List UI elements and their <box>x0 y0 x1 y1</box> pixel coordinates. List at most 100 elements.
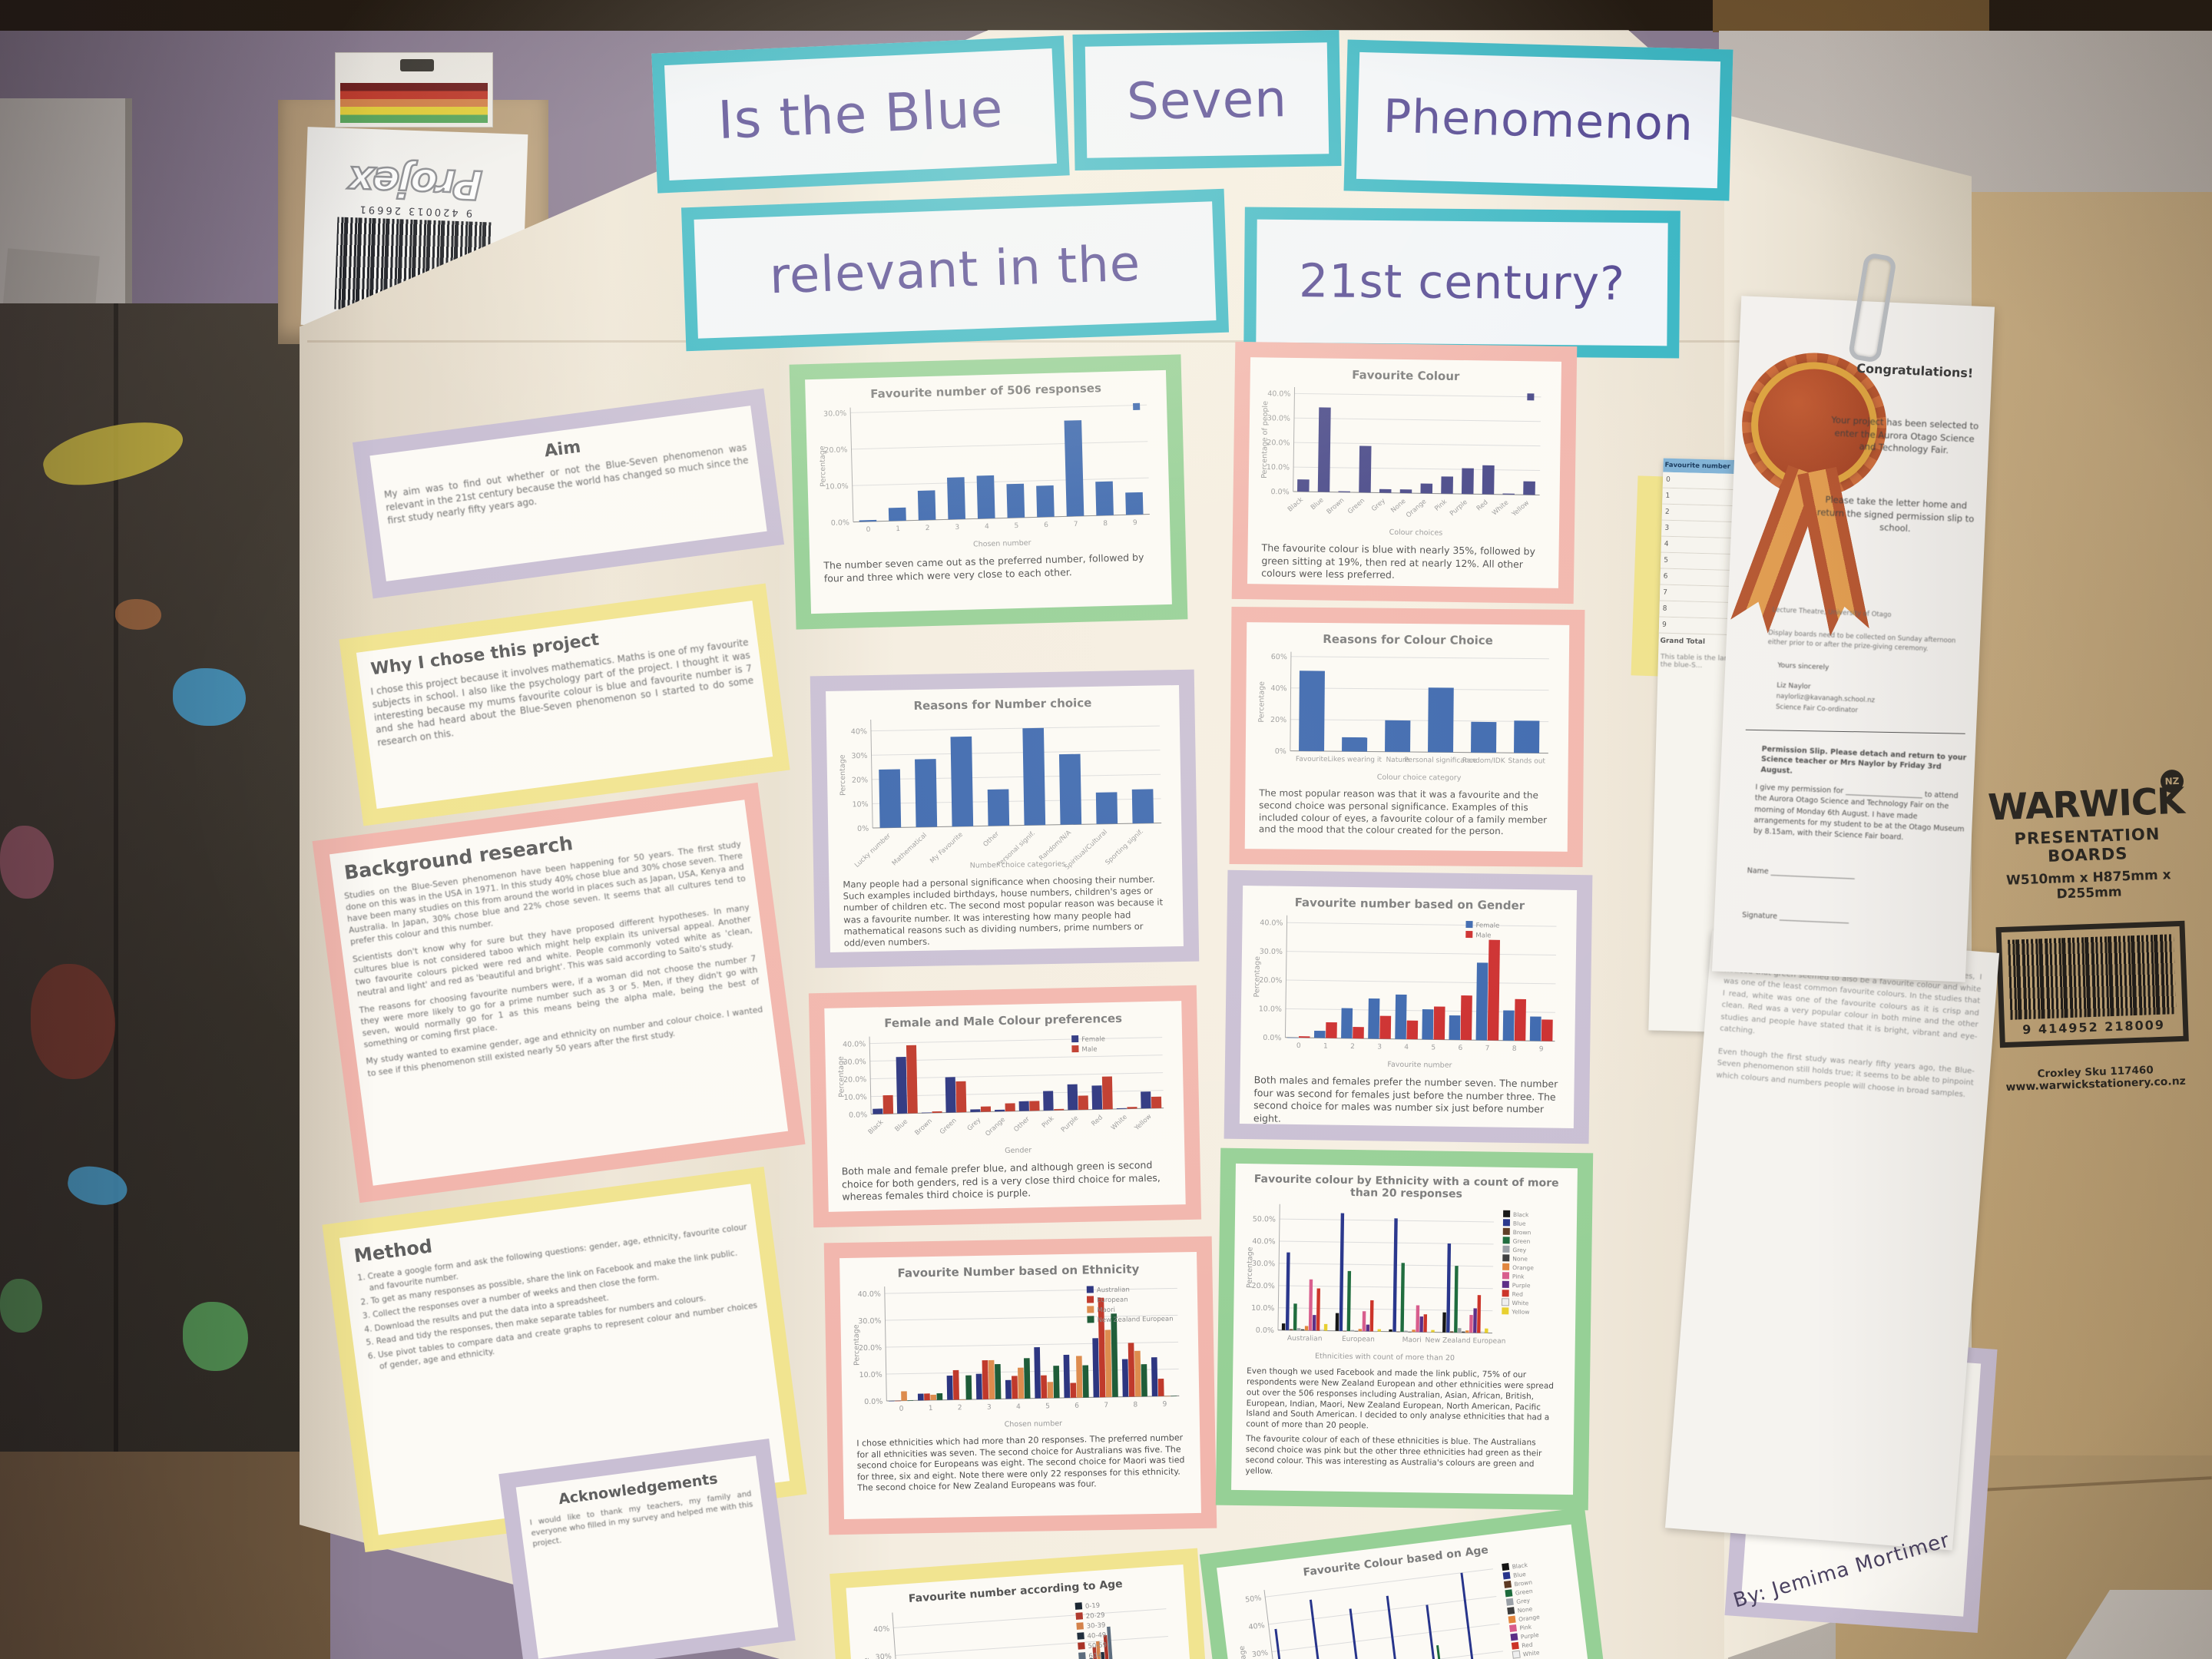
svg-text:8: 8 <box>1133 1401 1137 1409</box>
svg-text:Female: Female <box>1475 922 1499 929</box>
svg-text:30-39: 30-39 <box>1086 1621 1105 1631</box>
chart-caption: Many people had a personal significance … <box>843 873 1164 949</box>
svg-text:30.0%: 30.0% <box>858 1317 881 1326</box>
warwick-box: WARWICK NZ PRESENTATION BOARDS W510mm x … <box>1966 192 2212 1458</box>
paint-splotch <box>0 1279 42 1333</box>
svg-text:Red: Red <box>1090 1114 1104 1128</box>
letter-paragraph: Your project has been selected to enter … <box>1831 414 1979 456</box>
svg-text:Purple: Purple <box>1060 1114 1080 1134</box>
svg-text:Black: Black <box>1286 496 1305 514</box>
svg-text:Percentage of people: Percentage of people <box>1260 401 1270 478</box>
svg-text:40%: 40% <box>873 1624 890 1634</box>
svg-text:30.0%: 30.0% <box>823 409 846 419</box>
svg-text:20%: 20% <box>1270 716 1286 724</box>
svg-text:9: 9 <box>1133 519 1137 527</box>
svg-text:50%: 50% <box>1245 1594 1262 1604</box>
divider-line <box>1745 729 1965 734</box>
svg-text:White: White <box>1512 1300 1528 1306</box>
paint-splotch <box>115 599 161 630</box>
chart-card-age-number: Favourite number according to Age 0%10%2… <box>830 1548 1214 1659</box>
section-acknowledgements: Acknowledgements I would like to thank m… <box>498 1438 796 1659</box>
title-text: relevant in the <box>768 235 1142 305</box>
svg-text:30.0%: 30.0% <box>1267 414 1290 422</box>
svg-text:Blue: Blue <box>1310 496 1326 512</box>
paint-splotch <box>31 964 115 1079</box>
svg-text:20.0%: 20.0% <box>1267 439 1290 447</box>
svg-text:Black: Black <box>1513 1211 1529 1218</box>
bar-chart: 0.0% 10.0% 20.0% 30.0% 40.0% 0 1 2 3 4 5 6 7 8 9 Favour… <box>1250 910 1568 1072</box>
svg-text:None: None <box>1512 1255 1528 1262</box>
bar-chart: 0.0% 10.0% 20.0% 30.0% 40.0% 50.0% Australian E… <box>1242 1199 1568 1365</box>
box-product-line: PRESENTATION BOARDS <box>2014 824 2161 866</box>
svg-text:1: 1 <box>1323 1042 1328 1050</box>
svg-text:0: 0 <box>899 1406 904 1413</box>
svg-text:20.0%: 20.0% <box>824 445 847 455</box>
svg-text:10%: 10% <box>852 800 868 809</box>
svg-text:3: 3 <box>955 524 959 531</box>
svg-text:Yellow: Yellow <box>1133 1113 1154 1133</box>
svg-text:Brown: Brown <box>914 1118 934 1137</box>
svg-text:20-29: 20-29 <box>1085 1611 1104 1621</box>
svg-text:7: 7 <box>1485 1045 1490 1052</box>
resistor-icon <box>400 59 434 71</box>
svg-text:7: 7 <box>1074 521 1078 528</box>
paint-splotch <box>0 826 54 899</box>
svg-text:Mathematical: Mathematical <box>891 832 929 868</box>
congratulations-letter: Congratulations! Your project has been s… <box>1711 252 1995 982</box>
svg-text:Orange: Orange <box>1512 1264 1534 1271</box>
svg-text:Green: Green <box>1513 1237 1531 1244</box>
section-background-research: Background research Studies on the Blue-… <box>312 782 806 1204</box>
svg-text:Random/N/A: Random/N/A <box>1038 829 1073 863</box>
svg-text:60+: 60+ <box>1088 1652 1103 1659</box>
svg-text:Chosen number: Chosen number <box>1005 1419 1063 1429</box>
bar-chart: 0% 20% 40% 60% Favourite Likes wearing it Natu… <box>1254 647 1560 783</box>
svg-text:Likes wearing it: Likes wearing it <box>1327 756 1382 764</box>
svg-text:Chosen number: Chosen number <box>973 539 1031 549</box>
svg-text:40%: 40% <box>851 727 867 736</box>
svg-text:Pink: Pink <box>1512 1273 1525 1280</box>
svg-text:Orange: Orange <box>984 1116 1007 1138</box>
chart-caption: Both male and female prefer blue, and al… <box>841 1159 1161 1203</box>
slip-heading: Permission Slip. Please detach and retur… <box>1760 744 1967 776</box>
svg-text:Green: Green <box>1346 497 1366 515</box>
bar-chart: 0% 10% 20% 30% 40% Lucky number Mathematical My… <box>836 710 1174 873</box>
slip-name-line: Name _______________________ <box>1747 866 1856 880</box>
svg-text:Purple: Purple <box>1512 1282 1531 1289</box>
wood-beam <box>1713 0 1989 32</box>
svg-text:30.0%: 30.0% <box>1260 948 1283 956</box>
svg-text:20.0%: 20.0% <box>859 1344 882 1353</box>
svg-text:9: 9 <box>1162 1401 1167 1409</box>
svg-text:0-19: 0-19 <box>1085 1602 1101 1611</box>
svg-text:Personal significance: Personal significance <box>1404 757 1477 765</box>
svg-text:Percentage: Percentage <box>1257 681 1266 723</box>
svg-text:10.0%: 10.0% <box>843 1093 866 1102</box>
chart-card-favourite-number: Favourite number of 506 responses 0.0% 10… <box>789 354 1188 630</box>
slip-body: I give my permission for _______________… <box>1753 783 1965 843</box>
title-text: 21st century? <box>1298 254 1626 311</box>
bar-chart: 0.0% 10.0% 20.0% 30.0% 0 1 2 3 4 5 6 7 8 9 Chosen numb… <box>815 395 1161 554</box>
svg-text:50-59: 50-59 <box>1088 1641 1107 1651</box>
chart-caption: The number seven came out as the preferr… <box>823 551 1144 584</box>
bar-chart: 0.0% 10.0% 20.0% 30.0% 40.0% 0 1 2 3 4 5 6 7 8 9 Chosen… <box>849 1277 1190 1432</box>
svg-text:Yellow: Yellow <box>1511 1308 1529 1315</box>
svg-text:My Favourite: My Favourite <box>929 831 965 865</box>
svg-text:0: 0 <box>866 526 871 534</box>
letter-closing: Yours sincerely <box>1777 661 1830 672</box>
svg-text:Yellow: Yellow <box>1510 499 1531 518</box>
svg-text:White: White <box>1491 499 1510 518</box>
svg-text:2: 2 <box>958 1404 962 1412</box>
svg-text:Purple: Purple <box>1449 498 1469 518</box>
title-text: Is the Blue <box>717 78 1005 151</box>
svg-text:Other: Other <box>982 830 1001 849</box>
svg-text:40.0%: 40.0% <box>1267 389 1290 398</box>
chart-caption: Both males and females prefer the number… <box>1253 1074 1558 1124</box>
svg-text:White: White <box>1110 1114 1129 1132</box>
svg-text:Red: Red <box>1512 1290 1524 1297</box>
svg-text:New Zealand European: New Zealand European <box>1425 1336 1505 1345</box>
svg-text:Sporting signif.: Sporting signif. <box>1104 828 1144 867</box>
svg-text:40.0%: 40.0% <box>843 1040 866 1049</box>
svg-text:Orange: Orange <box>1405 498 1428 519</box>
paint-splotch <box>183 1302 248 1371</box>
svg-text:2: 2 <box>1350 1043 1355 1051</box>
chart-card-ethnicity-colour: Favourite colour by Ethnicity with a cou… <box>1215 1147 1594 1511</box>
